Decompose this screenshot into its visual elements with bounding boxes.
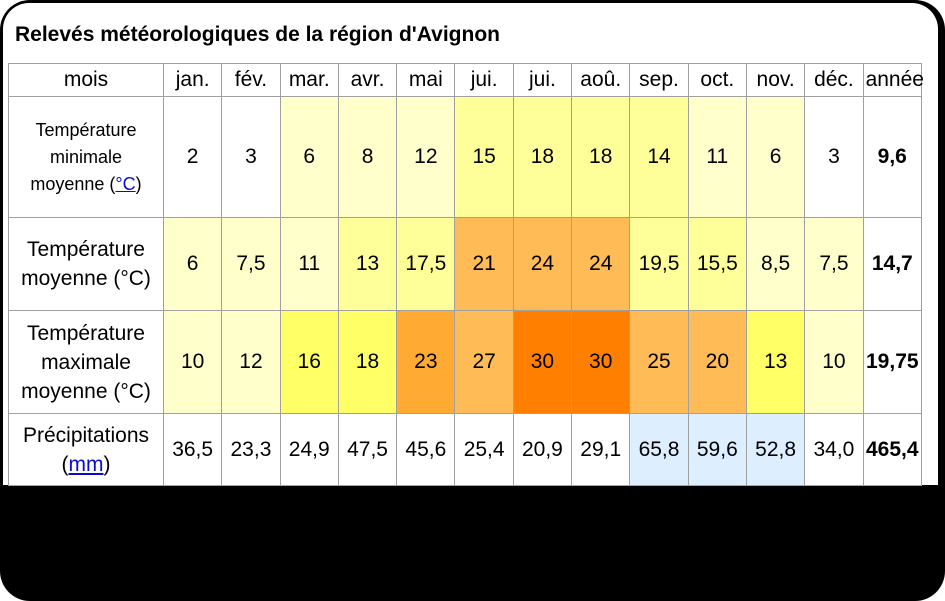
header-cell: jui. <box>512 63 573 97</box>
value-cell: 12 <box>221 310 281 414</box>
value-cell: 10 <box>162 310 223 414</box>
title: Relevés météorologiques de la région d'A… <box>15 23 500 46</box>
value-cell: 19,75 <box>862 310 923 414</box>
value-cell: 465,4 <box>862 413 923 486</box>
header-cell: sep. <box>629 63 689 97</box>
value-cell: 6 <box>162 217 223 311</box>
value-cell: 59,6 <box>687 413 747 486</box>
value-cell: 15,5 <box>687 217 747 311</box>
header-cell: mai <box>396 63 456 97</box>
value-cell: 12 <box>396 96 456 218</box>
row-header: Température maximale moyenne (°C) <box>8 310 164 414</box>
value-cell: 23,3 <box>221 413 281 486</box>
row-label: Précipitations ( <box>22 423 150 476</box>
value-cell: 9,6 <box>862 96 923 218</box>
header-cell: oct. <box>687 63 747 97</box>
header-cell: déc. <box>804 63 864 97</box>
value-cell: 10 <box>804 310 864 414</box>
value-cell: 8 <box>337 96 398 218</box>
value-cell: 52,8 <box>745 413 806 486</box>
value-cell: 65,8 <box>629 413 689 486</box>
value-cell: 18 <box>337 310 398 414</box>
row-label-end: ) <box>103 452 111 476</box>
value-cell: 14 <box>629 96 689 218</box>
value-cell: 18 <box>512 96 573 218</box>
header-cell: jui. <box>454 63 514 97</box>
unit-link[interactable]: °C <box>115 173 136 194</box>
value-cell: 19,5 <box>629 217 689 311</box>
value-cell: 30 <box>571 310 631 414</box>
value-cell: 2 <box>162 96 223 218</box>
value-cell: 7,5 <box>221 217 281 311</box>
row-label: Température moyenne (°C) <box>21 238 151 290</box>
header-cell: nov. <box>745 63 806 97</box>
value-cell: 14,7 <box>862 217 923 311</box>
value-cell: 21 <box>454 217 514 311</box>
value-cell: 17,5 <box>396 217 456 311</box>
value-cell: 8,5 <box>745 217 806 311</box>
value-cell: 36,5 <box>162 413 223 486</box>
climate-table: mois jan. fév. mar. avr. mai jui. jui. aoû. sep. o… <box>8 63 924 486</box>
row-label: Température minimale moyenne ( <box>30 119 137 194</box>
value-cell: 45,6 <box>396 413 456 486</box>
header-cell: mois <box>8 63 164 97</box>
value-cell: 15 <box>454 96 514 218</box>
value-cell: 25 <box>629 310 689 414</box>
header-cell: mar. <box>279 63 339 97</box>
row-label-end: ) <box>135 173 142 194</box>
value-cell: 24 <box>512 217 573 311</box>
value-cell: 6 <box>745 96 806 218</box>
header-cell: jan. <box>162 63 223 97</box>
header-cell: aoû. <box>571 63 631 97</box>
header-cell: avr. <box>337 63 398 97</box>
value-cell: 3 <box>804 96 864 218</box>
header-row: mois jan. fév. mar. avr. mai jui. jui. aoû. sep. o… <box>8 63 924 97</box>
header-cell: année <box>862 63 924 97</box>
value-cell: 11 <box>279 217 339 311</box>
value-cell: 25,4 <box>454 413 514 486</box>
value-cell: 16 <box>279 310 339 414</box>
value-cell: 3 <box>221 96 281 218</box>
value-cell: 29,1 <box>571 413 631 486</box>
row-header: Température minimale moyenne (°C) <box>8 96 164 218</box>
value-cell: 13 <box>337 217 398 311</box>
row-header: Température moyenne (°C) <box>8 217 164 311</box>
data-row: Température maximale moyenne (°C) 10 12 16 1… <box>8 310 923 414</box>
data-row: Température minimale moyenne (°C) 2 3 6 8 12 1… <box>8 96 923 218</box>
value-cell: 13 <box>745 310 806 414</box>
value-cell: 47,5 <box>337 413 398 486</box>
value-cell: 27 <box>454 310 514 414</box>
value-cell: 20,9 <box>512 413 573 486</box>
value-cell: 24,9 <box>279 413 339 486</box>
unit-link[interactable]: mm <box>68 452 104 476</box>
value-cell: 23 <box>396 310 456 414</box>
value-cell: 7,5 <box>804 217 864 311</box>
value-cell: 30 <box>512 310 573 414</box>
header-cell: fév. <box>221 63 281 97</box>
row-label: Température maximale moyenne (°C) <box>21 321 151 403</box>
row-header: Précipitations (mm) <box>8 413 164 486</box>
value-cell: 18 <box>571 96 631 218</box>
value-cell: 11 <box>687 96 747 218</box>
value-cell: 24 <box>571 217 631 311</box>
value-cell: 20 <box>687 310 747 414</box>
data-row: Température moyenne (°C) 6 7,5 11 13 17,5 21 24… <box>8 217 923 311</box>
value-cell: 6 <box>279 96 339 218</box>
value-cell: 34,0 <box>804 413 864 486</box>
data-row: Précipitations (mm) 36,5 23,3 24,9 47,5 45,6 2… <box>8 413 923 486</box>
